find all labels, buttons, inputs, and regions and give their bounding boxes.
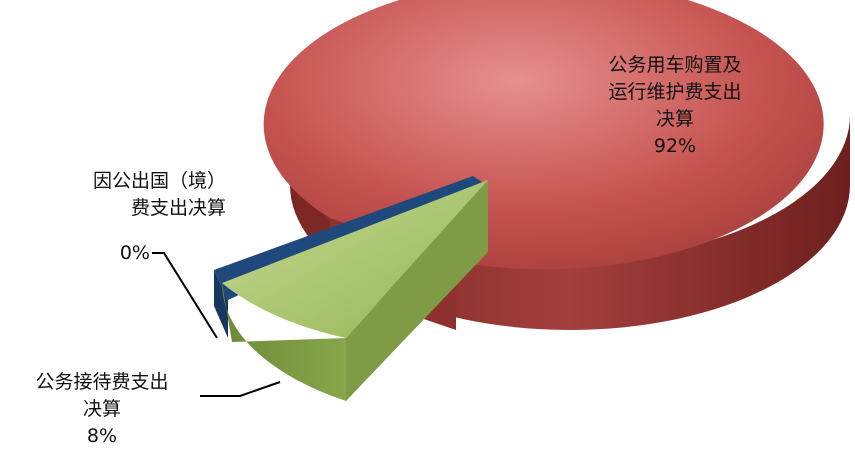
label-reception-line-1: 公务接待费支出: [35, 371, 169, 393]
label-overseas-line-2: 费支出决算: [130, 197, 226, 219]
label-vehicle-line-1: 公务用车购置及: [608, 54, 742, 76]
label-overseas: 因公出国（境） 费支出决算: [0, 168, 226, 222]
leader-line-overseas: [152, 252, 218, 339]
slice-reception-top: [222, 180, 488, 338]
label-vehicle-percent: 92%: [653, 135, 697, 157]
leader-line-reception: [200, 381, 281, 397]
label-reception: 公务接待费支出 决算 8%: [4, 369, 200, 450]
slice-reception-side-edge: [346, 180, 488, 401]
slice-overseas-side: [214, 270, 228, 338]
label-overseas-percent: 0%: [119, 242, 150, 264]
label-vehicle-line-3: 决算: [655, 108, 694, 130]
label-overseas-line-1: 因公出国（境）: [92, 170, 226, 192]
label-vehicle: 公务用车购置及 运行维护费支出 决算 92%: [560, 52, 790, 160]
label-vehicle-line-2: 运行维护费支出: [608, 81, 742, 103]
slice-reception-side: [221, 283, 346, 401]
label-reception-line-2: 决算: [82, 398, 121, 420]
slice-reception: [221, 180, 488, 401]
label-reception-percent: 8%: [86, 425, 118, 447]
